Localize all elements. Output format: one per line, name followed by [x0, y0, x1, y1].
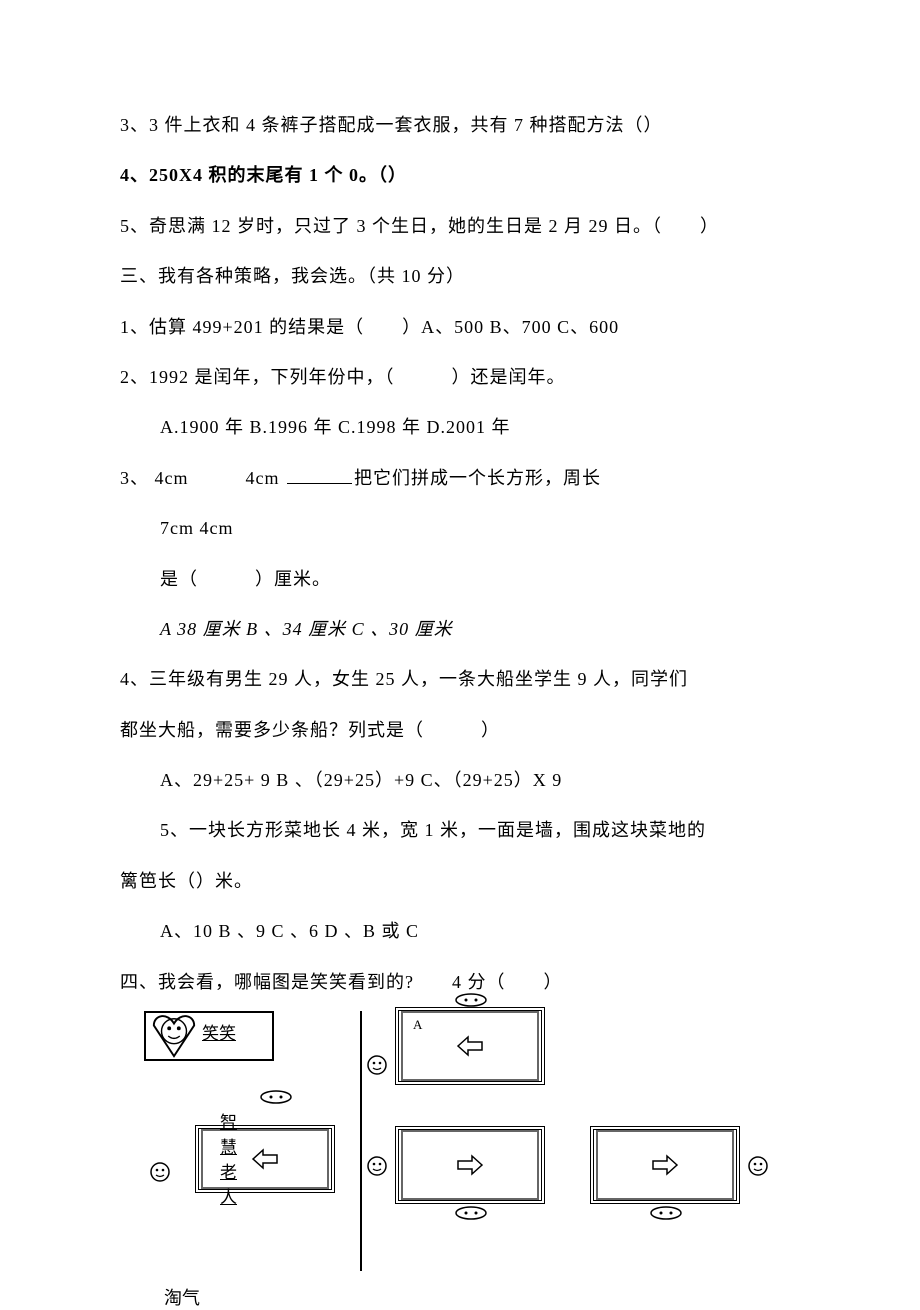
section-3-heading: 三、我有各种策略，我会选。（共 10 分） — [120, 251, 800, 301]
frame-a: A — [395, 1007, 545, 1085]
arrow-left-icon — [251, 1148, 279, 1170]
question-5: 5、奇思满 12 岁时，只过了 3 个生日，她的生日是 2 月 29 日。（ ） — [120, 201, 800, 251]
question-4: 4、250X4 积的末尾有 1 个 0。（） — [120, 150, 800, 200]
question-5-text: 5、奇思满 12 岁时，只过了 3 个生日，她的生日是 2 月 29 日。（ ） — [120, 216, 719, 236]
s3-q3-part-b: 把它们拼成一个长方形，周长 — [354, 468, 601, 488]
s3-q1: 1、估算 499+201 的结果是（ ）A、500 B、700 C、600 — [120, 302, 800, 352]
bottom-oval-icon — [455, 1206, 487, 1220]
s3-q2: 2、1992 是闰年，下列年份中，（ ）还是闰年。 — [120, 352, 800, 402]
s3-q3-options: A 38 厘米 B 、34 厘米 C 、30 厘米 — [120, 604, 800, 654]
s3-q3-line1: 3、 4cm 4cm 把它们拼成一个长方形，周长 — [120, 453, 800, 503]
s3-q3-part-a: 3、 4cm 4cm — [120, 468, 285, 488]
frame-inner: A — [401, 1011, 539, 1081]
xiaoxiao-box: 笑笑 — [144, 1011, 274, 1061]
s3-q5-options: A、10 B 、9 C 、6 D 、B 或 C — [120, 906, 800, 956]
smiley-face-icon — [150, 1162, 170, 1182]
s3-q5-line1: 5、一块长方形菜地长 4 米，宽 1 米，一面是墙，围成这块菜地的 — [120, 805, 800, 855]
smiley-face-icon — [748, 1156, 768, 1176]
zhihuilaoren-label: 智慧老人 — [220, 1108, 237, 1208]
frame-b — [395, 1126, 545, 1204]
question-4-text: 4、250X4 积的末尾有 1 个 0。（） — [120, 165, 407, 185]
arrow-right-icon — [651, 1154, 679, 1176]
frame-zhihuilaoren — [195, 1125, 335, 1193]
frame-c — [590, 1126, 740, 1204]
diagram-container: 笑笑 智慧老人 A — [120, 1011, 800, 1276]
s3-q3-line3: 是（ ）厘米。 — [120, 554, 800, 604]
taoqi-label: 淘气 — [120, 1284, 800, 1310]
blank-line — [287, 466, 352, 484]
question-3: 3、3 件上衣和 4 条裤子搭配成一套衣服，共有 7 种搭配方法（） — [120, 100, 800, 150]
smiley-face-icon — [367, 1156, 387, 1176]
arrow-right-icon — [456, 1154, 484, 1176]
s3-q4-options: A、29+25+ 9 B 、（29+25）+9 C、（29+25）X 9 — [120, 755, 800, 805]
heart-face-icon — [150, 1011, 198, 1061]
frame-inner — [401, 1130, 539, 1200]
s3-q5-line2: 篱笆长（）米。 — [120, 856, 800, 906]
s3-q4-line1: 4、三年级有男生 29 人，女生 25 人，一条大船坐学生 9 人，同学们 — [120, 654, 800, 704]
top-oval-icon — [260, 1090, 292, 1104]
smiley-face-icon — [367, 1055, 387, 1075]
s3-q4-line2: 都坐大船，需要多少条船？列式是（ ） — [120, 705, 800, 755]
xiaoxiao-label: 笑笑 — [202, 1019, 236, 1044]
vertical-divider — [360, 1011, 362, 1271]
top-oval-icon — [455, 993, 487, 1007]
frame-inner — [596, 1130, 734, 1200]
s3-q3-opts-text: A 38 厘米 B 、34 厘米 C 、30 厘米 — [160, 619, 453, 639]
bottom-oval-icon — [650, 1206, 682, 1220]
s3-q3-line2: 7cm 4cm — [120, 503, 800, 553]
frame-a-label: A — [413, 1017, 422, 1033]
s3-q2-options: A.1900 年 B.1996 年 C.1998 年 D.2001 年 — [120, 402, 800, 452]
arrow-left-icon — [456, 1035, 484, 1057]
